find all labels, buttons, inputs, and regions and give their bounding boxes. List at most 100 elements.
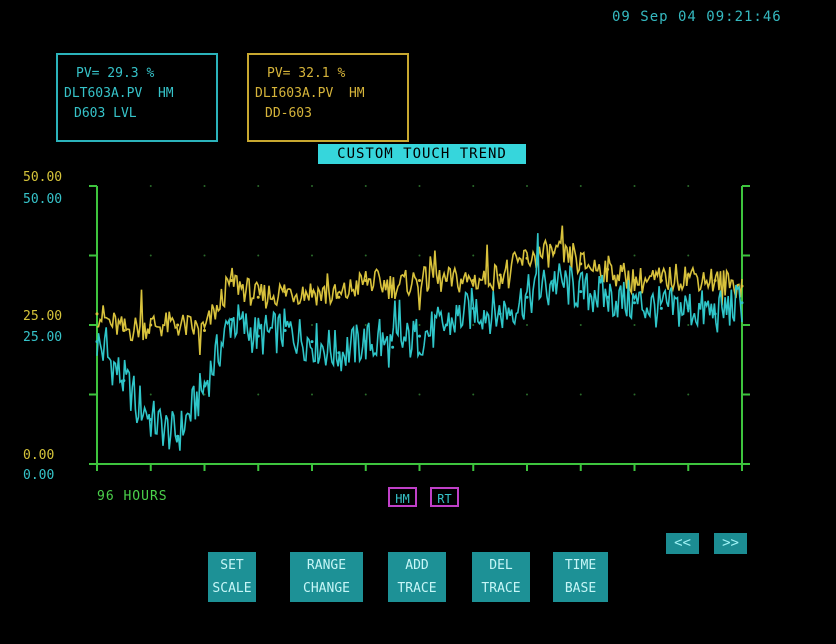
trace2-info-box[interactable]: PV= 32.1 % DLI603A.PV HM DD-603: [247, 53, 409, 142]
trace1-point: [713, 312, 717, 316]
trace2-point: [283, 290, 287, 294]
grid-dot: [203, 185, 206, 187]
trace2-tag-line: DLI603A.PV HM: [255, 84, 407, 104]
time-base-label-2: BASE: [564, 581, 597, 596]
grid-dot: [526, 185, 528, 187]
trace2-point: [95, 312, 99, 316]
trace1-point: [203, 384, 206, 388]
trace2-pv-value: PV= 32.1 %: [267, 66, 346, 81]
y-label-mid-trace2: 25.00: [23, 309, 62, 324]
trace2-tag: DLI603A.PV: [255, 86, 334, 101]
grid-dot: [633, 254, 636, 257]
trace2-point: [364, 279, 368, 283]
trace2-line: [96, 225, 743, 355]
trace1-tag: DLT603A.PV: [64, 86, 143, 101]
range-change-button[interactable]: RANGE CHANGE: [290, 552, 363, 602]
trace2-point: [740, 284, 744, 288]
trace2-point: [552, 251, 556, 255]
set-scale-button[interactable]: SET SCALE: [208, 552, 256, 602]
grid-dot: [633, 185, 636, 187]
trace2-point: [418, 279, 421, 283]
y-label-bottom-trace1: 0.00: [23, 468, 54, 483]
grid-dot: [311, 185, 313, 187]
time-span-label: 96 HOURS: [97, 489, 168, 504]
grid-dot: [364, 393, 367, 396]
trace2-point: [310, 290, 314, 294]
trace1-tag-line: DLT603A.PV HM: [64, 84, 216, 104]
grid-dot: [364, 324, 367, 326]
trace1-line: [96, 233, 743, 451]
grid-dot: [257, 254, 260, 257]
grid-dot: [472, 393, 475, 396]
trace1-point: [256, 334, 260, 338]
trace2-point: [203, 329, 206, 333]
grid-dot: [526, 393, 528, 396]
grid-dot: [257, 393, 260, 396]
grid-dot: [579, 324, 582, 326]
grid-dot: [579, 393, 582, 396]
del-trace-label-1: DEL: [489, 558, 513, 573]
y-label-mid-trace1: 25.00: [23, 330, 62, 345]
trace1-point: [552, 279, 556, 283]
grid-dot: [418, 254, 421, 257]
grid-dot: [311, 254, 313, 257]
trace2-point: [659, 279, 663, 283]
trace1-info-box[interactable]: PV= 29.3 % DLT603A.PV HM D603 LVL: [56, 53, 218, 142]
trace2-point: [498, 273, 502, 277]
trace1-point: [337, 351, 341, 355]
grid-dot: [687, 393, 690, 396]
trace1-point: [606, 295, 610, 299]
trace1-point: [229, 317, 233, 321]
grid-dot: [472, 185, 475, 187]
trace2-point: [633, 279, 636, 283]
trace2-point: [471, 279, 475, 283]
trace2-mode: HM: [348, 86, 365, 101]
trace2-point: [525, 256, 529, 260]
grid-dot: [203, 393, 206, 396]
trace1-point: [659, 306, 663, 310]
chart-title: CUSTOM TOUCH TREND: [318, 144, 526, 164]
grid-dot: [257, 185, 260, 187]
grid-dot: [687, 254, 690, 257]
trace2-point: [229, 279, 233, 283]
grid-dot: [687, 185, 690, 187]
y-label-bottom-trace2: 0.00: [23, 448, 54, 463]
trace2-point: [579, 262, 583, 266]
grid-dot: [687, 324, 690, 326]
scroll-back-button[interactable]: <<: [666, 533, 699, 554]
grid-dot: [311, 393, 313, 396]
trace1-point: [391, 345, 395, 349]
trace2-point: [122, 329, 126, 333]
grid-dot: [364, 185, 367, 187]
grid-dot: [472, 324, 475, 326]
trace1-point: [310, 340, 314, 344]
trace1-point: [740, 301, 744, 305]
trace2-point: [176, 323, 180, 327]
trace1-point: [149, 418, 153, 422]
grid-dot: [418, 393, 421, 396]
trace1-mode: HM: [157, 86, 174, 101]
scroll-forward-button[interactable]: >>: [714, 533, 747, 554]
rt-mode-tag[interactable]: RT: [430, 487, 459, 507]
trace2-point: [256, 295, 260, 299]
trace1-point: [498, 312, 502, 316]
trace1-pv-value: PV= 29.3 %: [76, 66, 155, 81]
time-base-button[interactable]: TIME BASE: [553, 552, 608, 602]
add-trace-label-2: TRACE: [397, 581, 437, 596]
trace1-point: [364, 340, 368, 344]
trace1-point: [122, 379, 126, 383]
trace1-point: [95, 340, 99, 344]
trace2-point: [391, 284, 395, 288]
set-scale-label-1: SET: [220, 558, 244, 573]
trace2-description: DD-603: [265, 106, 312, 121]
grid-dot: [149, 185, 152, 187]
grid-dot: [633, 324, 636, 326]
timestamp: 09 Sep 04 09:21:46: [612, 9, 782, 25]
del-trace-button[interactable]: DEL TRACE: [472, 552, 530, 602]
set-scale-label-2: SCALE: [212, 581, 252, 596]
hm-mode-tag[interactable]: HM: [388, 487, 417, 507]
grid-dot: [149, 393, 152, 396]
add-trace-button[interactable]: ADD TRACE: [388, 552, 446, 602]
